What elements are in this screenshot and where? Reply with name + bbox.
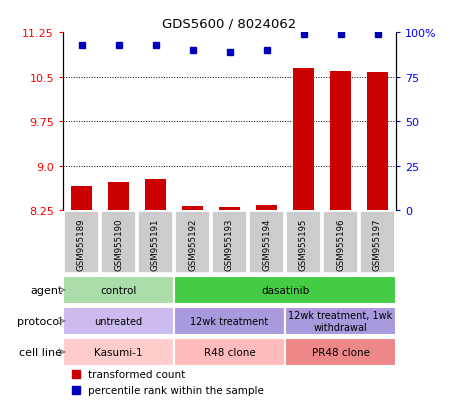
- FancyBboxPatch shape: [286, 212, 321, 273]
- FancyBboxPatch shape: [138, 212, 173, 273]
- Text: GSM955189: GSM955189: [77, 218, 86, 271]
- FancyBboxPatch shape: [212, 212, 247, 273]
- Text: GSM955191: GSM955191: [151, 218, 160, 271]
- FancyBboxPatch shape: [63, 276, 174, 304]
- Text: GSM955196: GSM955196: [336, 218, 345, 271]
- Text: percentile rank within the sample: percentile rank within the sample: [88, 385, 264, 395]
- Text: dasatinib: dasatinib: [261, 285, 309, 295]
- Text: GSM955197: GSM955197: [373, 218, 382, 271]
- Title: GDS5600 / 8024062: GDS5600 / 8024062: [162, 17, 297, 31]
- FancyBboxPatch shape: [174, 338, 285, 366]
- Bar: [293, 69, 314, 211]
- Bar: [330, 71, 351, 211]
- FancyBboxPatch shape: [174, 276, 396, 304]
- Text: GSM955193: GSM955193: [225, 218, 234, 271]
- FancyBboxPatch shape: [360, 212, 395, 273]
- Bar: [219, 208, 240, 211]
- FancyBboxPatch shape: [174, 307, 285, 335]
- FancyBboxPatch shape: [285, 307, 396, 335]
- Text: control: control: [100, 285, 137, 295]
- Bar: [256, 206, 277, 211]
- Text: R48 clone: R48 clone: [203, 347, 256, 357]
- Bar: [108, 183, 129, 211]
- FancyBboxPatch shape: [285, 338, 396, 366]
- Bar: [145, 179, 166, 211]
- Text: protocol: protocol: [17, 316, 62, 326]
- Text: 12wk treatment: 12wk treatment: [190, 316, 269, 326]
- Text: GSM955192: GSM955192: [188, 218, 197, 271]
- FancyBboxPatch shape: [63, 307, 174, 335]
- FancyBboxPatch shape: [101, 212, 136, 273]
- Text: cell line: cell line: [19, 347, 62, 357]
- Text: PR48 clone: PR48 clone: [311, 347, 369, 357]
- Text: GSM955194: GSM955194: [262, 218, 271, 271]
- Text: Kasumi-1: Kasumi-1: [94, 347, 143, 357]
- Bar: [71, 187, 92, 211]
- FancyBboxPatch shape: [63, 338, 174, 366]
- Text: agent: agent: [30, 285, 62, 295]
- Text: 12wk treatment, 1wk
withdrawal: 12wk treatment, 1wk withdrawal: [288, 310, 392, 332]
- FancyBboxPatch shape: [175, 212, 210, 273]
- FancyBboxPatch shape: [64, 212, 99, 273]
- Text: GSM955195: GSM955195: [299, 218, 308, 271]
- Text: transformed count: transformed count: [88, 369, 185, 379]
- FancyBboxPatch shape: [249, 212, 284, 273]
- FancyBboxPatch shape: [323, 212, 358, 273]
- Text: GSM955190: GSM955190: [114, 218, 123, 271]
- Text: untreated: untreated: [94, 316, 143, 326]
- Bar: [182, 206, 202, 211]
- Bar: [367, 73, 388, 211]
